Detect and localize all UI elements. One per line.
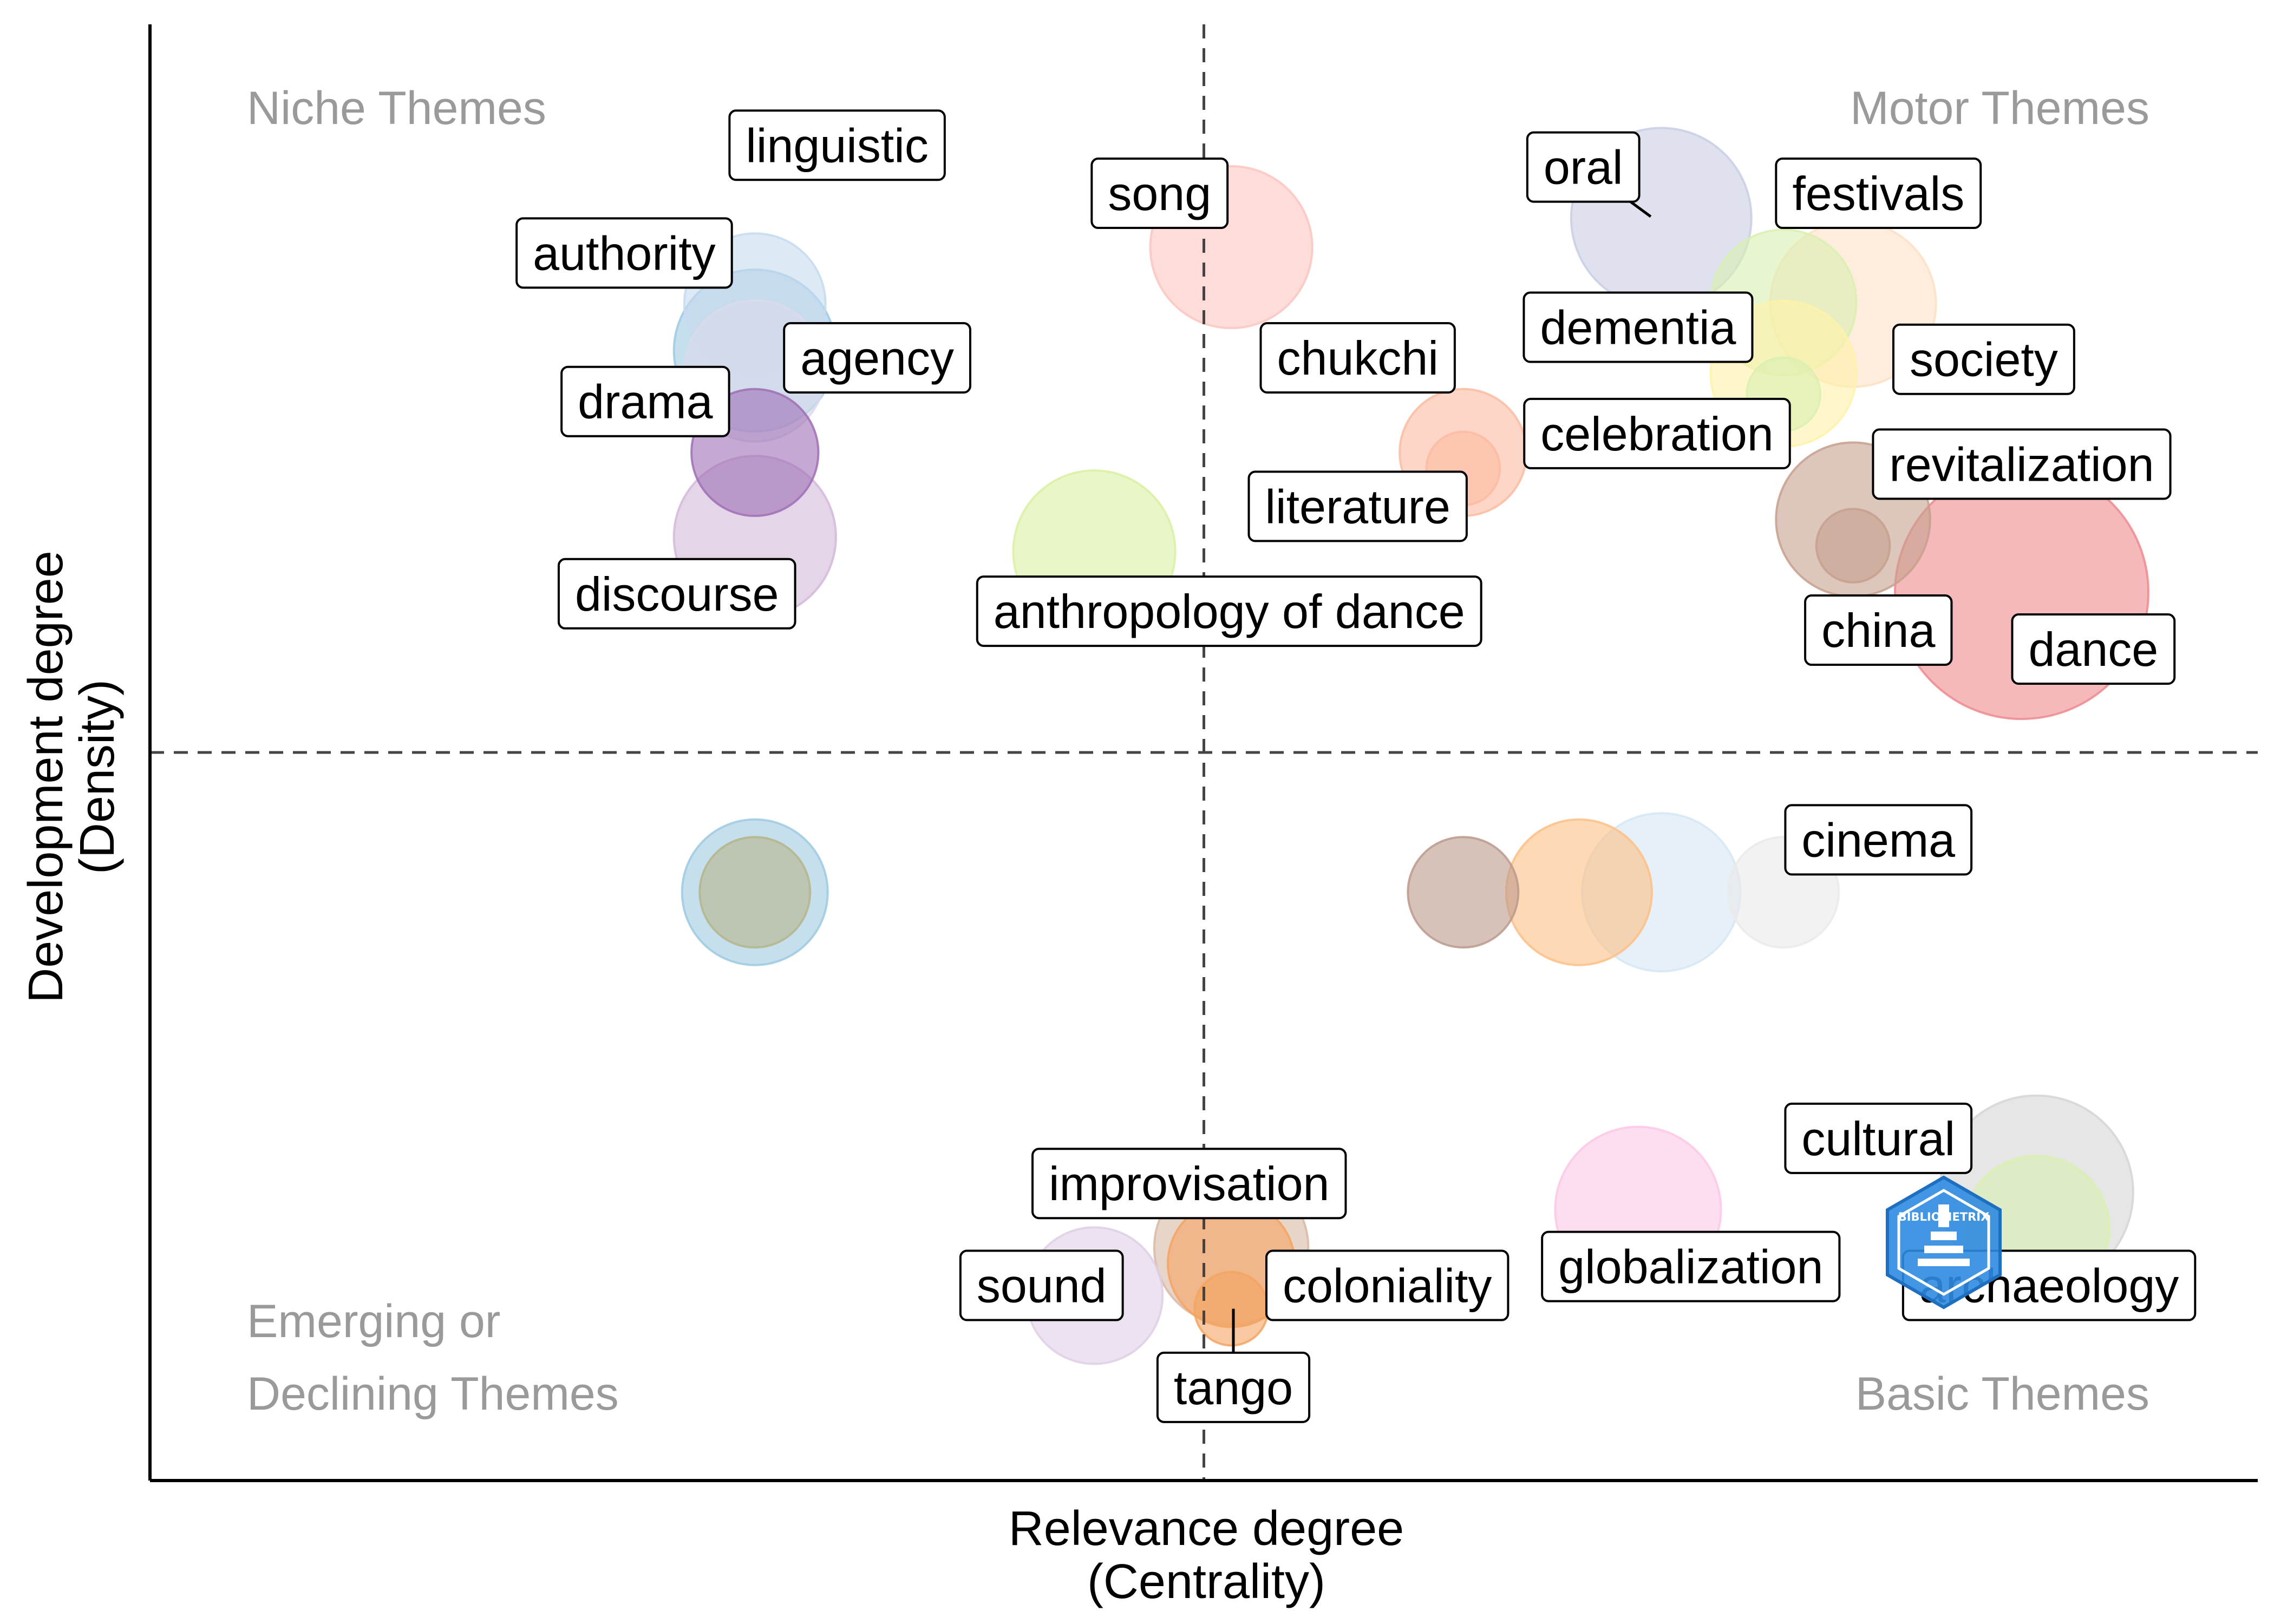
cluster-label-layer: linguistic authority agency drama discourse s… [515, 109, 2197, 1423]
cluster-label-text: sound [977, 1259, 1107, 1313]
cluster-label-text: improvisation [1049, 1157, 1329, 1210]
cluster-label-box [1784, 1102, 1973, 1174]
cluster-label-box [783, 322, 971, 394]
cluster-label-text: literature [1265, 480, 1450, 533]
cluster-label-text: china [1821, 604, 1935, 657]
cluster-label-text: cultural [1801, 1112, 1955, 1165]
y-axis-subtitle: (Density) [70, 679, 125, 874]
cluster-label-box [515, 217, 733, 289]
cluster-label-box [1522, 291, 1754, 363]
cluster-label-box [1775, 158, 1982, 230]
cluster-label-text: authority [533, 226, 716, 280]
cluster-label-text: dementia [1540, 301, 1736, 355]
cluster-label-text: cinema [1801, 813, 1955, 867]
cluster-label-text: drama [578, 375, 713, 429]
cluster-label-china: china [1804, 594, 1953, 666]
cluster-label-revitalization: revitalization [1872, 428, 2172, 500]
cluster-label-literature: literature [1247, 470, 1468, 542]
cluster-label-box [1526, 131, 1641, 203]
cluster-label-text: oral [1544, 141, 1623, 194]
cluster-label-text: revitalization [1889, 437, 2154, 491]
cluster-label-text: society [1910, 333, 2058, 387]
cluster-label-dance: dance [2011, 613, 2176, 685]
cluster-label-linguistic: linguistic [728, 109, 946, 181]
bubble-tango [1193, 1271, 1269, 1347]
cluster-label-text: chukchi [1277, 331, 1439, 385]
cluster-label-festivals: festivals [1775, 158, 1982, 230]
quadrant-label-motor: Motor Themes [1850, 82, 2149, 134]
cluster-label-box [1247, 470, 1468, 542]
cluster-label-box [1259, 322, 1456, 394]
cluster-label-box [557, 558, 796, 630]
cluster-label-text: linguistic [746, 119, 928, 172]
cluster-label-text: dance [2028, 623, 2158, 676]
cluster-label-text: song [1108, 167, 1211, 220]
cluster-label-box [560, 365, 730, 437]
cluster-label-globalization: globalization [1541, 1230, 1841, 1302]
cluster-label-box [1541, 1230, 1841, 1302]
cluster-label-text: celebration [1540, 407, 1774, 461]
cluster-label-celebration: celebration [1523, 397, 1791, 469]
cluster-label-box [1523, 397, 1791, 469]
bubble-unlabeled-14 [1505, 818, 1653, 966]
quadrant-label-emerging-line1: Emerging or [247, 1295, 500, 1347]
cluster-label-text: anthropology of dance [994, 585, 1465, 638]
cluster-label-box [959, 1249, 1124, 1321]
cluster-label-box [976, 575, 1482, 647]
cluster-label-dementia: dementia [1522, 291, 1754, 363]
bubble-unlabeled-25 [698, 836, 812, 949]
cluster-label-box [1031, 1148, 1347, 1220]
cluster-label-tango: tango [1156, 1351, 1311, 1423]
cluster-label-text: tango [1174, 1361, 1293, 1415]
cluster-label-agency: agency [783, 322, 971, 394]
cluster-label-song: song [1090, 158, 1229, 230]
cluster-label-box [1804, 594, 1953, 666]
cluster-label-cinema: cinema [1784, 804, 1973, 876]
x-axis-title: Relevance degree [1009, 1502, 1404, 1556]
cluster-label-coloniality: coloniality [1265, 1249, 1510, 1321]
bubble-unlabeled-23 [1407, 836, 1520, 949]
bibliometrix-logo-icon: BIBLIOMETRIX [1886, 1175, 2002, 1309]
cluster-label-cultural: cultural [1784, 1102, 1973, 1174]
cluster-label-box [1156, 1351, 1311, 1423]
cluster-label-box [2011, 613, 2176, 685]
cluster-label-society: society [1892, 323, 2075, 395]
cluster-label-box [1892, 323, 2075, 395]
cluster-label-box [1265, 1249, 1510, 1321]
cluster-label-text: discourse [575, 567, 779, 621]
bubble-china [1815, 508, 1891, 584]
cluster-label-box [728, 109, 946, 181]
cluster-label-box [1784, 804, 1973, 876]
cluster-label-text: agency [800, 331, 954, 385]
cluster-label-box [1872, 428, 2172, 500]
cluster-label-anthropology-of-dance: anthropology of dance [976, 575, 1482, 647]
cluster-label-sound: sound [959, 1249, 1124, 1321]
cluster-label-authority: authority [515, 217, 733, 289]
cluster-label-text: globalization [1558, 1240, 1823, 1294]
cluster-label-drama: drama [560, 365, 730, 437]
quadrant-label-basic: Basic Themes [1855, 1368, 2149, 1420]
cluster-label-oral: oral [1526, 131, 1641, 203]
cluster-label-chukchi: chukchi [1259, 322, 1456, 394]
y-axis-title: Development degree [19, 551, 73, 1003]
cluster-label-text: coloniality [1283, 1259, 1492, 1313]
cluster-label-improvisation: improvisation [1031, 1148, 1347, 1220]
watermark-text: BIBLIOMETRIX [1898, 1210, 1990, 1223]
bubble-layer [672, 127, 2149, 1365]
cluster-label-text: festivals [1792, 167, 1964, 220]
cluster-label-box [1090, 158, 1229, 230]
cluster-label-discourse: discourse [557, 558, 796, 630]
quadrant-label-niche: Niche Themes [247, 82, 546, 134]
x-axis-subtitle: (Centrality) [1087, 1555, 1325, 1609]
quadrant-label-emerging-line2: Declining Themes [247, 1368, 619, 1420]
